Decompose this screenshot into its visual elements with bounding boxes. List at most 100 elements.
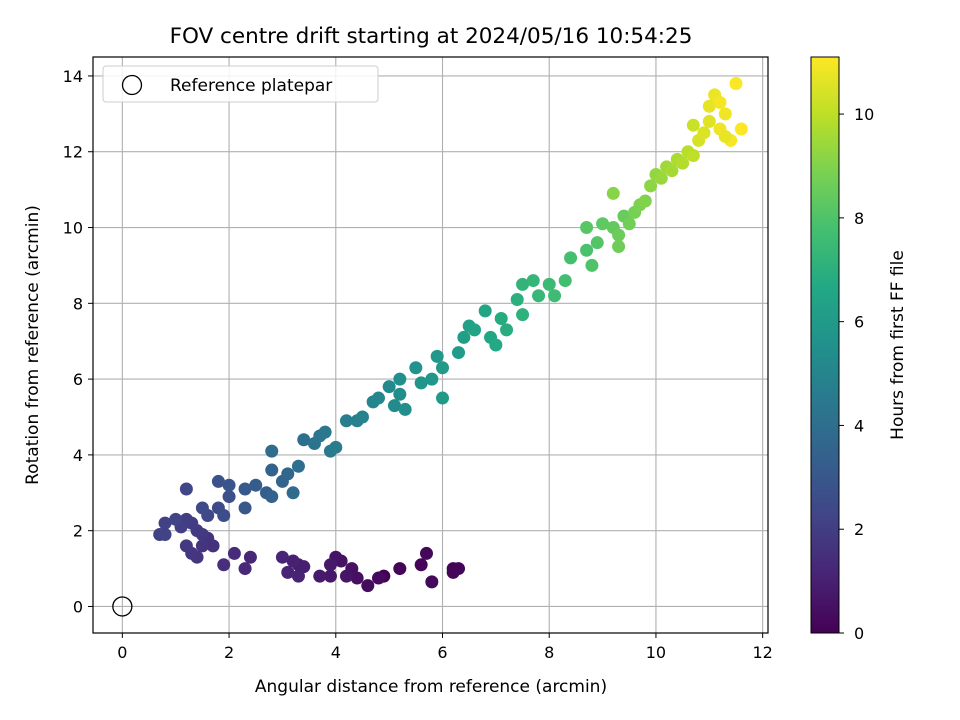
data-point <box>638 194 652 208</box>
data-point <box>430 349 444 363</box>
data-point <box>313 569 327 583</box>
data-point <box>425 575 439 589</box>
data-point <box>393 562 407 576</box>
data-point <box>713 95 727 109</box>
colorbar-tick-label: 10 <box>854 105 874 124</box>
legend: Reference platepar <box>102 65 379 103</box>
data-point <box>457 330 471 344</box>
data-point <box>265 444 279 458</box>
colorbar-label: Hours from first FF file <box>888 250 908 440</box>
data-point <box>585 258 599 272</box>
data-point <box>382 380 396 394</box>
data-point <box>355 410 369 424</box>
data-point <box>414 558 428 572</box>
x-axis-ticks: 0 2 4 6 8 10 12 <box>117 633 773 662</box>
data-point <box>387 399 401 413</box>
data-point <box>654 171 668 185</box>
y-tick-label: 14 <box>63 67 83 86</box>
data-point <box>350 571 364 585</box>
data-point <box>339 569 353 583</box>
data-point <box>238 501 252 515</box>
data-point <box>580 221 594 235</box>
data-point <box>158 516 172 530</box>
data-point <box>644 179 658 193</box>
x-tick-label: 12 <box>752 643 772 662</box>
x-tick-label: 6 <box>437 643 447 662</box>
data-point <box>734 122 748 136</box>
data-point <box>238 482 252 496</box>
data-point <box>281 565 295 579</box>
data-point <box>548 289 562 303</box>
data-point <box>323 558 337 572</box>
legend-box <box>102 65 379 103</box>
data-point <box>542 277 556 291</box>
data-point <box>419 546 433 560</box>
data-point <box>265 490 279 504</box>
data-point <box>414 376 428 390</box>
data-point <box>489 338 503 352</box>
data-point <box>195 501 209 515</box>
data-point <box>249 478 263 492</box>
data-point <box>478 304 492 318</box>
data-point <box>665 164 679 178</box>
colorbar-tick-label: 2 <box>854 520 864 539</box>
data-point <box>393 387 407 401</box>
colorbar-tick-label: 0 <box>854 624 864 643</box>
data-point <box>227 546 241 560</box>
y-axis-label: Rotation from reference (arcmin) <box>23 205 43 485</box>
data-point <box>452 346 466 360</box>
y-tick-label: 2 <box>73 522 83 541</box>
data-point <box>729 77 743 91</box>
data-point <box>676 156 690 170</box>
data-point <box>238 562 252 576</box>
colorbar-tick-label: 4 <box>854 416 864 435</box>
grid <box>93 57 768 633</box>
data-point <box>291 569 305 583</box>
data-point <box>526 274 540 288</box>
data-point <box>222 490 236 504</box>
data-point <box>590 236 604 250</box>
data-point <box>468 323 482 337</box>
data-point <box>409 361 423 375</box>
colorbar-tick-label: 6 <box>854 313 864 332</box>
data-point <box>436 391 450 405</box>
y-tick-label: 10 <box>63 219 83 238</box>
data-point <box>702 114 716 128</box>
data-point <box>179 482 193 496</box>
data-point <box>686 149 700 163</box>
data-point <box>398 402 412 416</box>
data-point <box>195 539 209 553</box>
data-point <box>516 277 530 291</box>
data-point <box>612 228 626 242</box>
data-point <box>558 274 572 288</box>
data-point <box>425 372 439 386</box>
data-point <box>612 239 626 253</box>
reference-marker-group <box>112 596 133 617</box>
x-tick-label: 2 <box>224 643 234 662</box>
data-point <box>169 512 183 526</box>
data-point <box>622 217 636 231</box>
y-axis-ticks: 0 2 4 6 8 10 12 14 <box>63 67 93 616</box>
data-point <box>510 293 524 307</box>
scatter-points <box>153 77 748 593</box>
data-point <box>265 463 279 477</box>
legend-reference-marker <box>121 74 143 96</box>
y-tick-label: 4 <box>73 446 83 465</box>
chart-title: FOV centre drift starting at 2024/05/16 … <box>170 24 693 49</box>
x-axis-label: Angular distance from reference (arcmin) <box>255 677 607 697</box>
data-point <box>532 289 546 303</box>
data-point <box>286 486 300 500</box>
data-point <box>297 433 311 447</box>
data-point <box>371 571 385 585</box>
data-point <box>494 311 508 325</box>
data-point <box>291 459 305 473</box>
data-point <box>718 130 732 144</box>
x-tick-label: 10 <box>646 643 666 662</box>
data-point <box>222 478 236 492</box>
data-point <box>393 372 407 386</box>
data-point <box>371 391 385 405</box>
data-point <box>275 550 289 564</box>
data-point <box>286 554 300 568</box>
data-point <box>500 323 514 337</box>
